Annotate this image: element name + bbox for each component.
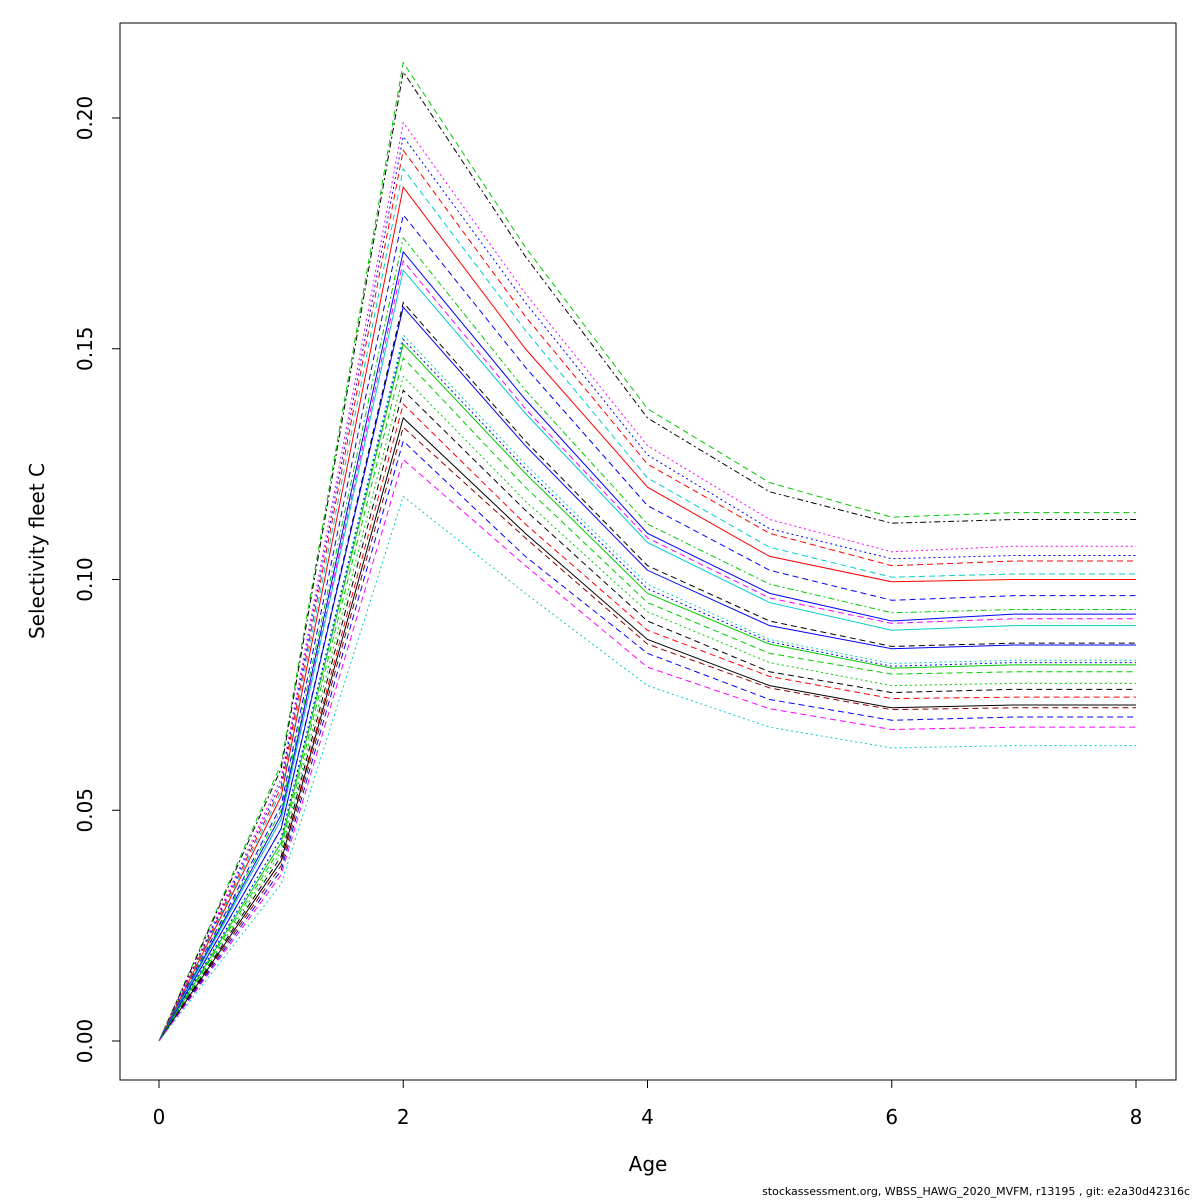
- y-tick-label: 0.05: [73, 788, 97, 833]
- footer-credit: stockassessment.org, WBSS_HAWG_2020_MVFM…: [762, 1185, 1190, 1198]
- series-line-4: [158, 135, 1136, 1042]
- series-line-23: [158, 426, 1136, 1042]
- series-line-8: [158, 213, 1136, 1042]
- series-line-24: [158, 440, 1136, 1042]
- series-line-10: [158, 250, 1136, 1042]
- x-tick-label: 2: [397, 1105, 410, 1129]
- series-line-6: [158, 167, 1136, 1042]
- series-line-20: [158, 389, 1136, 1042]
- y-tick-label: 0.20: [73, 96, 97, 141]
- series-line-7: [158, 186, 1136, 1042]
- series-line-1: [158, 61, 1136, 1042]
- plot-frame: [119, 22, 1177, 1081]
- series-line-3: [158, 121, 1136, 1042]
- x-tick-label: 8: [1130, 1105, 1143, 1129]
- y-tick-label: 0.15: [73, 326, 97, 371]
- x-tick-label: 6: [885, 1105, 898, 1129]
- series-line-11: [158, 259, 1136, 1042]
- series-line-25: [158, 458, 1136, 1042]
- y-tick-label: 0.00: [73, 1019, 97, 1064]
- series-line-19: [158, 375, 1136, 1042]
- series-layer: [158, 61, 1136, 1042]
- series-line-17: [158, 343, 1136, 1042]
- x-tick-label: 0: [153, 1105, 166, 1129]
- x-axis: 0 2 4 6 8: [153, 1079, 1143, 1129]
- series-line-14: [158, 306, 1136, 1042]
- y-tick-label: 0.10: [73, 557, 97, 602]
- series-line-9: [158, 236, 1136, 1042]
- series-line-5: [158, 149, 1136, 1042]
- series-line-21: [158, 403, 1136, 1042]
- series-line-22: [158, 417, 1136, 1042]
- x-tick-label: 4: [641, 1105, 654, 1129]
- series-line-18: [158, 356, 1136, 1042]
- x-axis-title: Age: [629, 1152, 668, 1176]
- series-line-12: [158, 269, 1136, 1042]
- series-line-2: [158, 70, 1136, 1042]
- y-axis-title: Selectivity fleet C: [25, 463, 49, 639]
- y-axis: 0.00 0.05 0.10 0.15 0.20: [73, 96, 121, 1064]
